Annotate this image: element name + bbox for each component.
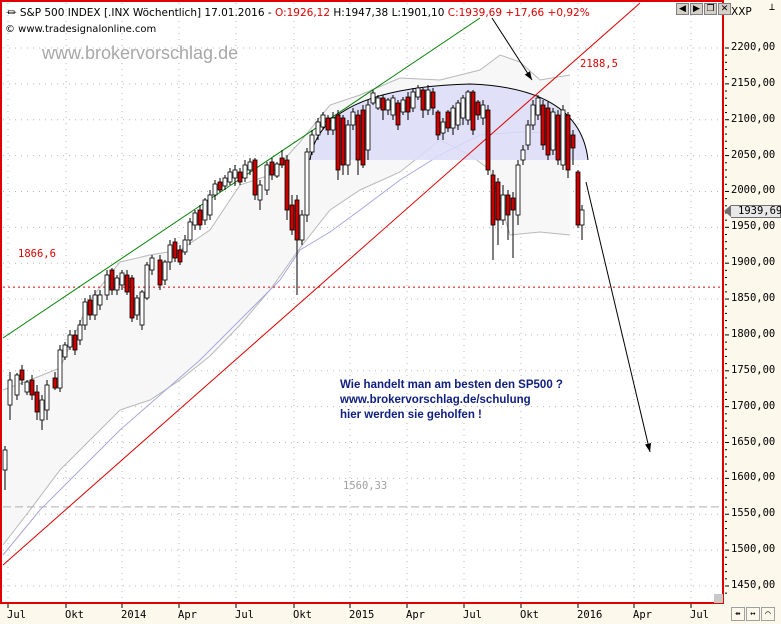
close-change-value: C:1939,69 +17,66 +0,92% [447, 7, 590, 19]
x-tick-label: 2014 [121, 609, 147, 621]
watermark-text: www.brokervorschlag.de [42, 43, 239, 63]
x-tick-label: Okt [293, 609, 312, 621]
scroll-horizontal-icon[interactable]: ⇹ [731, 607, 745, 621]
x-tick-label: Okt [65, 609, 84, 621]
y-tick-label: 1950,00 [731, 220, 776, 233]
x-tick-label: Jul [235, 609, 254, 621]
axis-label: XXP [731, 6, 752, 18]
annotation-text: Wie handelt man am besten den SP500 ? ww… [340, 378, 563, 423]
title-prefix: S&P 500 INDEX [.INX Wöchentlich] 17.01.2… [19, 7, 275, 19]
annotation-line: www.brokervorschlag.de/schulung [340, 394, 531, 406]
y-tick-label: 1500,00 [731, 543, 776, 556]
prev-arrow-icon[interactable]: ◀ [676, 3, 689, 15]
resistance-label: 2188,5 [580, 58, 618, 70]
nav-buttons: ⇹ ↔ ⌒ [731, 607, 775, 621]
x-tick-label: Okt [520, 609, 539, 621]
y-tick-label: 2200,00 [731, 41, 776, 53]
y-tick-label: 1800,00 [731, 327, 776, 340]
copyright-text: © www.tradesignalonline.com [5, 24, 157, 35]
stretch-horizontal-icon[interactable]: ↔ [746, 607, 760, 621]
x-tick-label: 2016 [577, 609, 603, 621]
price-axis[interactable] [724, 0, 781, 604]
y-tick-label: 1850,00 [731, 292, 776, 305]
y-tick-label: 2150,00 [731, 76, 776, 89]
x-tick-label: Jul [463, 609, 482, 621]
pin-icon[interactable]: ⊥ [769, 2, 776, 13]
y-tick-label: 2100,00 [731, 112, 776, 125]
annotation-line: Wie handelt man am besten den SP500 ? [340, 379, 563, 391]
x-tick-label: Apr [178, 609, 197, 621]
target-label: 1560,33 [343, 480, 388, 492]
x-tick-label: 2015 [349, 609, 375, 621]
chart-title: ⏛ S&P 500 INDEX [.INX Wöchentlich] 17.01… [6, 5, 590, 20]
y-tick-label: 1750,00 [731, 363, 776, 376]
x-tick-label: Apr [633, 609, 652, 621]
window-buttons: ◀ ▶ ❐ ✕ [676, 3, 731, 15]
autoscale-icon[interactable]: ⌒ [761, 607, 775, 621]
support-label: 1866,6 [18, 248, 56, 260]
y-tick-label: 1900,00 [731, 256, 776, 269]
y-tick-label: 2000,00 [731, 184, 776, 197]
candlestick-icon: ⏛ [6, 7, 20, 19]
close-icon[interactable]: ✕ [718, 3, 731, 15]
next-arrow-icon[interactable]: ▶ [690, 3, 703, 15]
open-value: O:1926,12 [275, 7, 331, 19]
y-tick-label: 1700,00 [731, 399, 776, 412]
y-tick-label: 1600,00 [731, 471, 776, 484]
resize-corner-icon[interactable] [714, 594, 723, 603]
y-tick-label: 1450,00 [731, 578, 776, 591]
time-axis[interactable] [0, 604, 724, 624]
annotation-line: hier werden sie geholfen ! [340, 409, 482, 421]
last-price-badge: 1939,69 [724, 205, 781, 218]
y-tick-label: 1550,00 [731, 507, 776, 520]
y-tick-label: 2050,00 [731, 148, 776, 161]
restore-icon[interactable]: ❐ [704, 3, 717, 15]
y-tick-label: 1650,00 [731, 435, 776, 448]
x-tick-label: Jul [7, 609, 26, 621]
x-tick-label: Jul [690, 609, 709, 621]
high-low-values: H:1947,38 L:1901,10 [330, 7, 448, 19]
x-tick-label: Apr [406, 609, 425, 621]
